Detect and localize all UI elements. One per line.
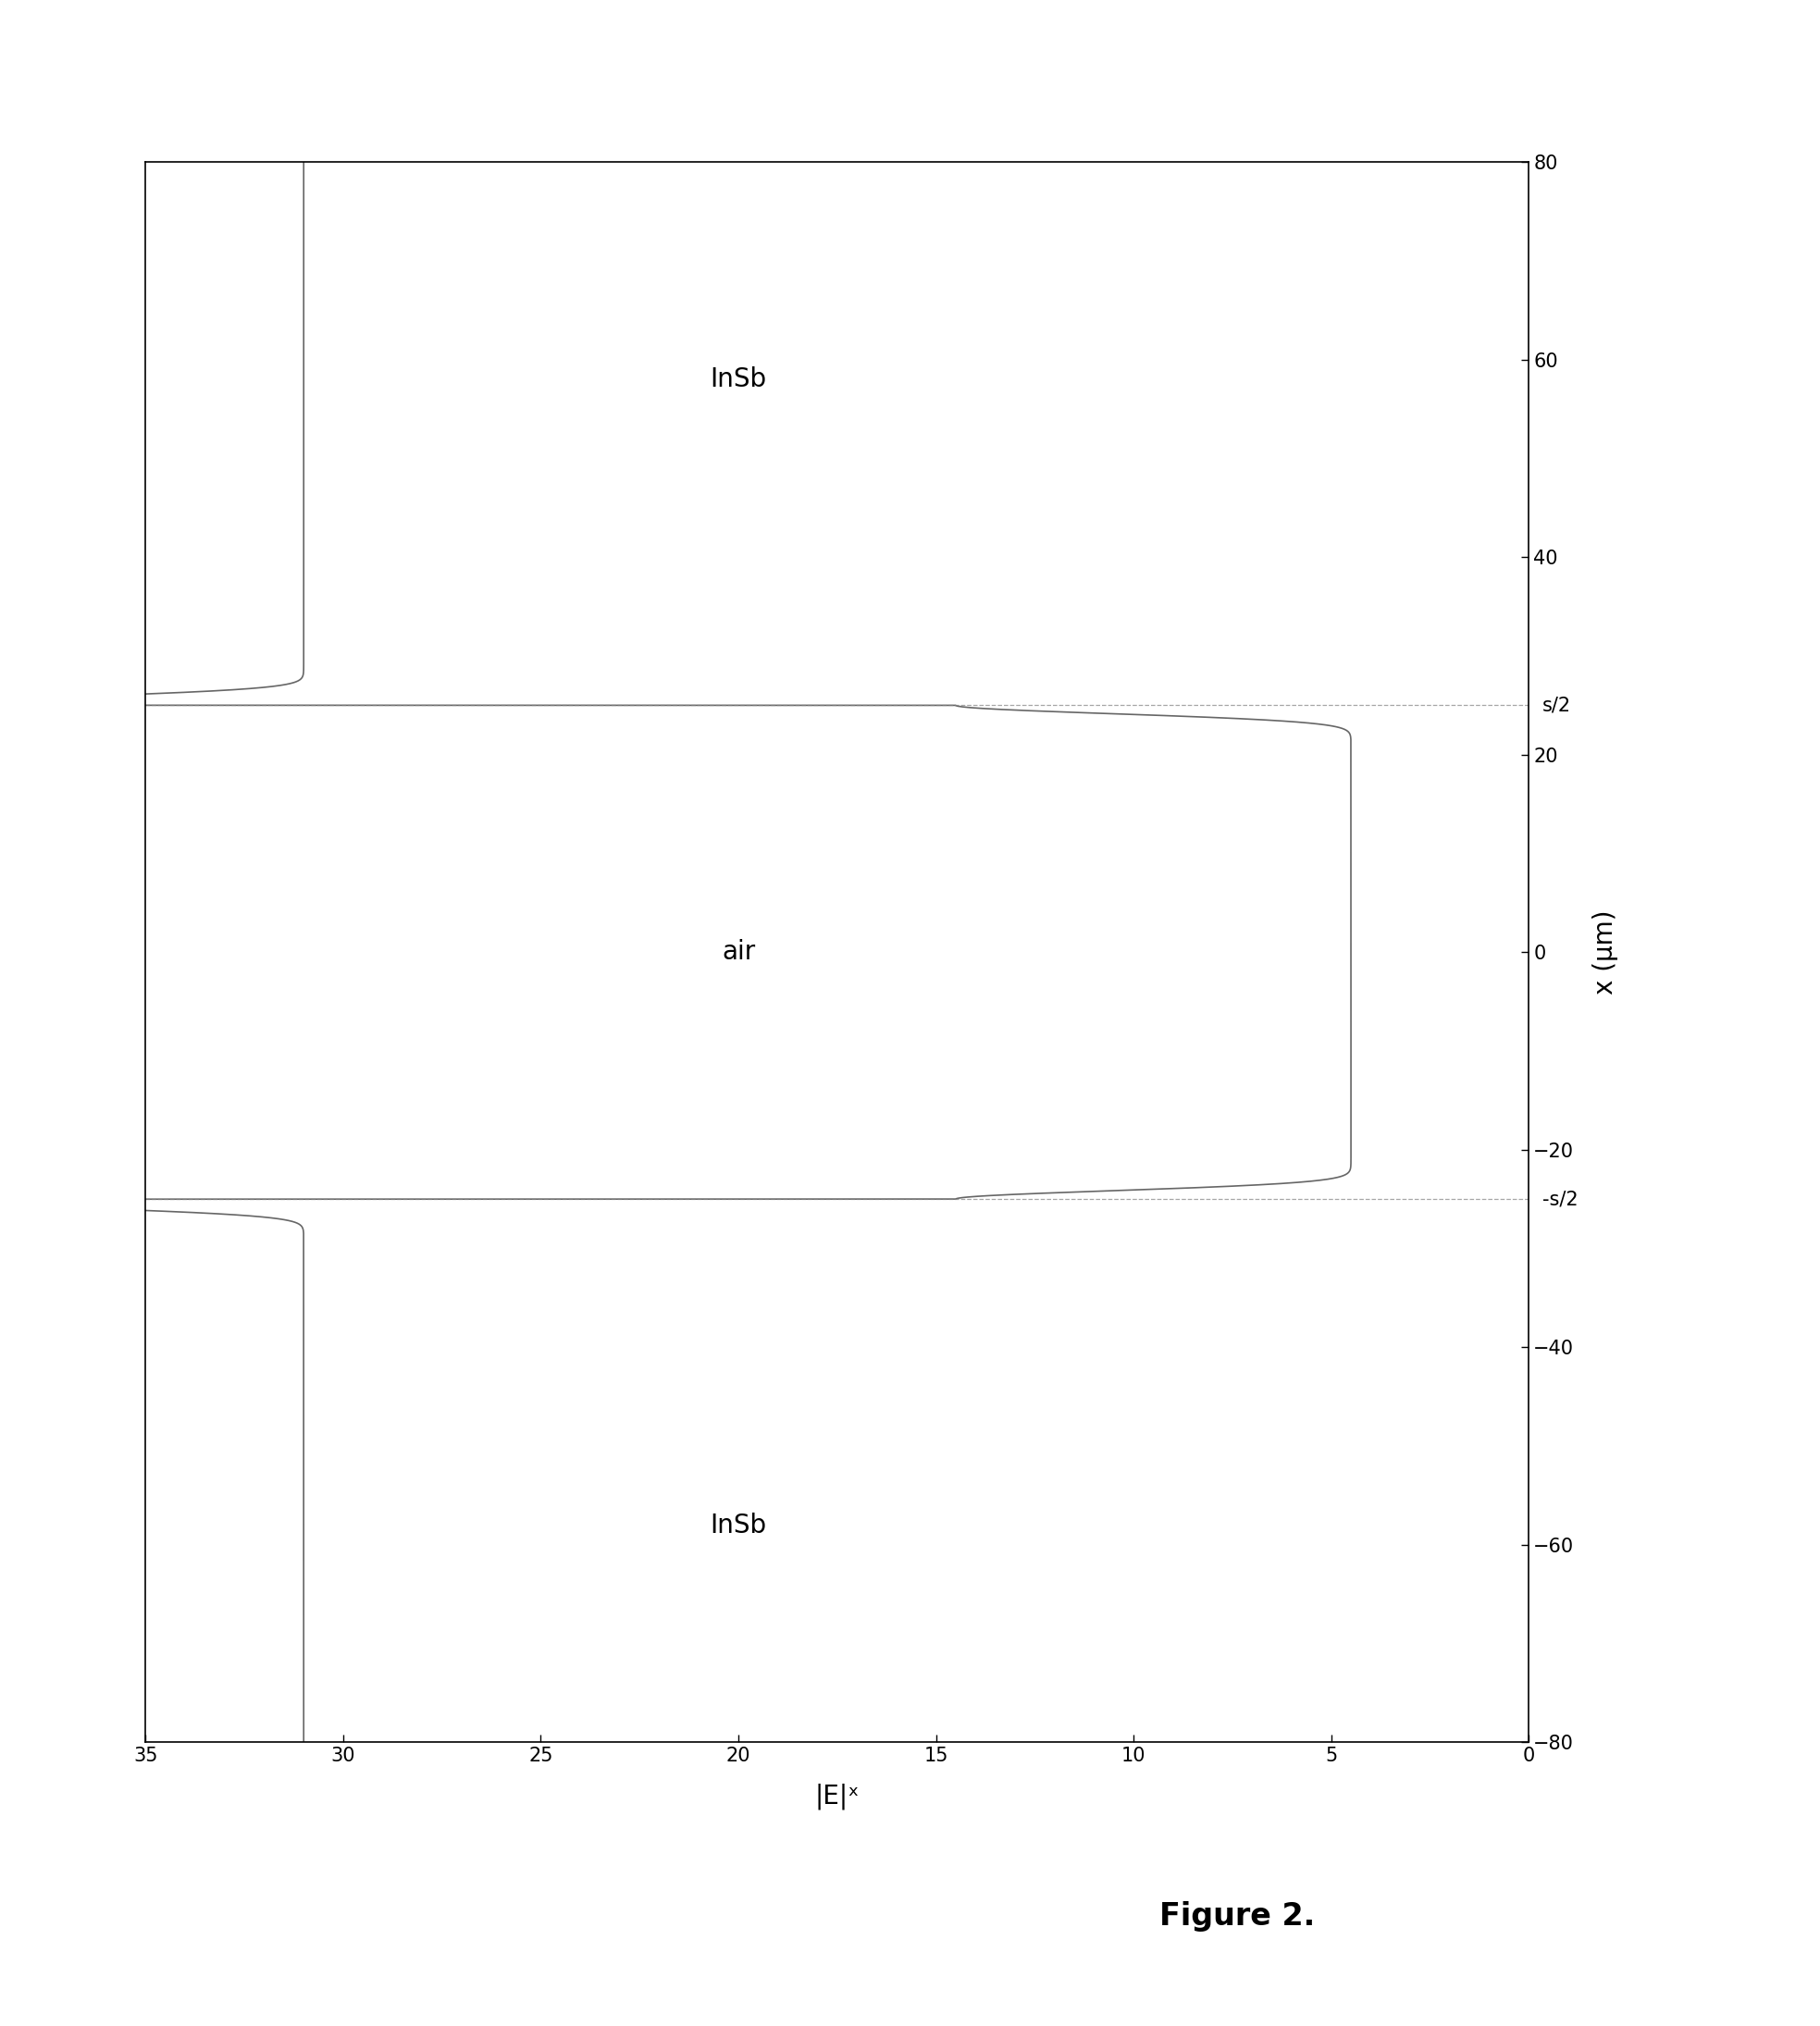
Text: s/2: s/2 xyxy=(1543,697,1571,715)
X-axis label: |E|ˣ: |E|ˣ xyxy=(815,1783,859,1809)
Text: air: air xyxy=(721,940,755,964)
Text: InSb: InSb xyxy=(710,367,766,393)
Text: InSb: InSb xyxy=(710,1511,766,1538)
Text: Figure 2.: Figure 2. xyxy=(1159,1900,1316,1931)
Y-axis label: x (μm): x (μm) xyxy=(1592,910,1618,995)
Text: -s/2: -s/2 xyxy=(1543,1189,1578,1207)
